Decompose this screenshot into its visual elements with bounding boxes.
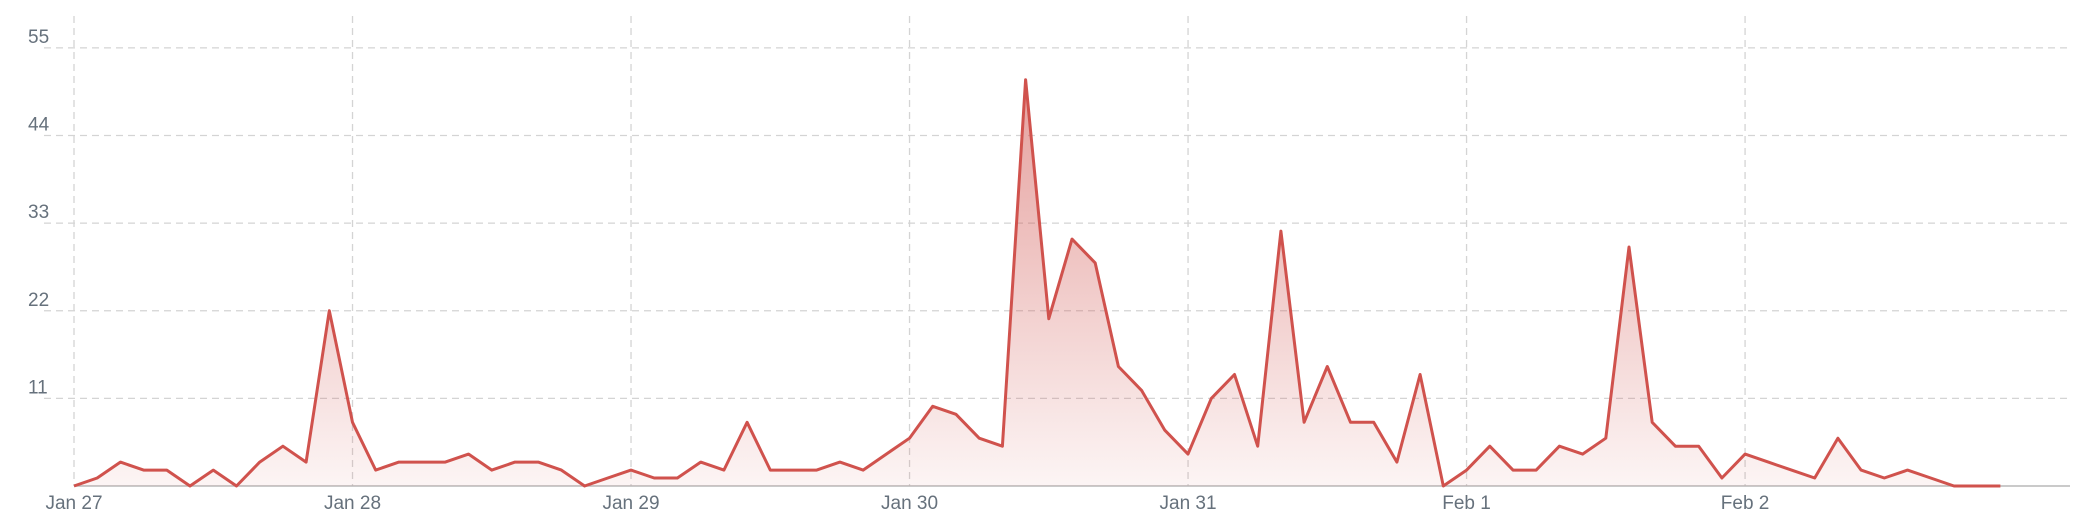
x-tick-label: Feb 2 <box>1721 493 1770 514</box>
x-tick-label: Jan 29 <box>602 493 659 514</box>
y-tick-label: 55 <box>28 27 49 48</box>
y-tick-label: 33 <box>28 202 49 223</box>
x-tick-label: Jan 31 <box>1160 493 1217 514</box>
x-tick-label: Feb 1 <box>1442 493 1491 514</box>
y-tick-label: 44 <box>28 115 50 136</box>
x-tick-label: Jan 28 <box>324 493 381 514</box>
x-tick-label: Jan 30 <box>881 493 938 514</box>
x-tick-label: Jan 27 <box>45 493 102 514</box>
y-tick-label: 22 <box>28 290 49 311</box>
data-line <box>73 78 2001 488</box>
area-fill <box>74 79 2001 486</box>
y-tick-label: 11 <box>28 377 48 398</box>
